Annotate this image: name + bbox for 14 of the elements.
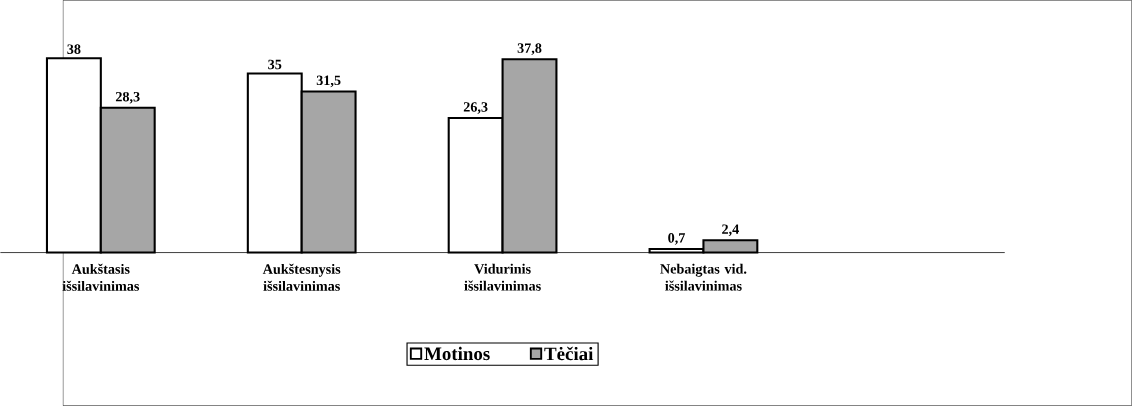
data-label: 0,7 bbox=[668, 233, 686, 245]
data-label: 38 bbox=[67, 44, 81, 54]
data-label: 37,8 bbox=[517, 43, 542, 55]
data-label: 2,4 bbox=[722, 224, 739, 237]
x-tick-label: Aukštesnysis išsilavinimas bbox=[262, 263, 341, 291]
x-tick-label: Nebaigtas vid. išsilavinimas bbox=[660, 263, 747, 291]
x-tick-label: Aukštasis išsilavinimas bbox=[62, 263, 140, 291]
data-label: 35 bbox=[268, 59, 282, 70]
legend-label: Motinos bbox=[424, 346, 490, 361]
data-label: 28,3 bbox=[115, 91, 140, 104]
legend-label: Tėčiai bbox=[544, 346, 594, 361]
data-label: 26,3 bbox=[463, 102, 488, 114]
x-tick-label: Vidurinis išsilavinimas bbox=[464, 263, 541, 291]
data-label: 31,5 bbox=[316, 75, 341, 88]
